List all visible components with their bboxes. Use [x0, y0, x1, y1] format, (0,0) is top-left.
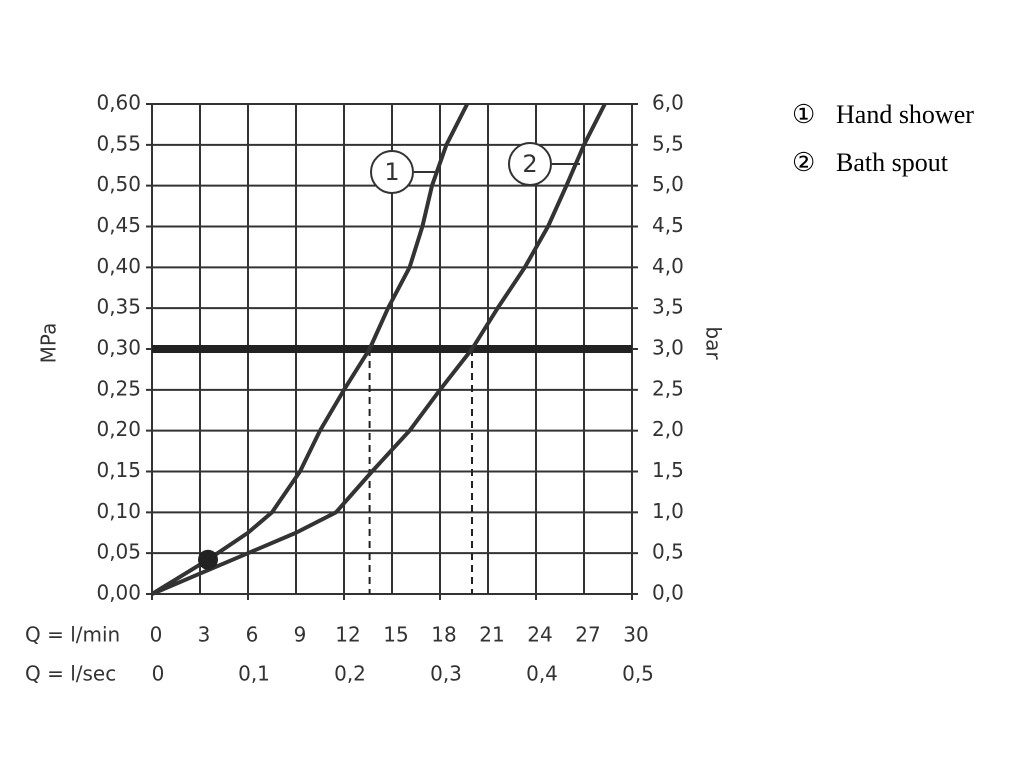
y-tick-label: 0,15 [96, 458, 141, 482]
callout-circle [370, 150, 414, 194]
x-tick-label: 30 [623, 623, 648, 647]
y-tick-label: 0,45 [96, 213, 141, 237]
operating-point [198, 549, 218, 570]
y-tick-label: 0,10 [96, 499, 141, 523]
y-tick-label: 0,40 [96, 254, 141, 278]
y-tick-label: 0,00 [96, 581, 141, 605]
x-tick-label: 18 [431, 623, 456, 647]
legend-label: Hand shower [836, 100, 974, 129]
y-tick-label: 0,35 [96, 295, 141, 319]
y2-tick-label: 1,0 [652, 499, 684, 523]
y-tick-label: 0,55 [96, 131, 141, 155]
y2-tick-label: 6,0 [652, 91, 684, 115]
series-line [150, 103, 469, 596]
y-axis-label: MPa [37, 323, 61, 364]
y2-tick-label: 2,0 [652, 417, 684, 441]
y-tick-label: 0,20 [96, 417, 141, 441]
y2-tick-label: 5,0 [652, 172, 684, 196]
y2-tick-label: 4,0 [652, 254, 684, 278]
y-tick-label: 0,30 [96, 336, 141, 360]
x-tick-label: 6 [246, 623, 259, 647]
x-tick-label: 27 [575, 623, 600, 647]
x-tick-label: 15 [383, 623, 408, 647]
y2-tick-label: 2,5 [652, 376, 684, 400]
y2-tick-label: 3,0 [652, 336, 684, 360]
y2-tick-label: 0,0 [652, 581, 684, 605]
x-tick-label: 24 [527, 623, 552, 647]
callout-label: 1 [384, 158, 399, 186]
series-line [151, 103, 607, 596]
y2-tick-label: 5,5 [652, 131, 684, 155]
y-tick-label: 0,60 [96, 91, 141, 115]
y2-axis-label: bar [702, 326, 726, 360]
x2-axis-label: Q = l/sec [25, 662, 116, 686]
y-tick-label: 0,50 [96, 172, 141, 196]
callout-label: 2 [522, 150, 537, 178]
x-tick-label: 12 [335, 623, 360, 647]
y2-tick-label: 3,5 [652, 295, 684, 319]
legend-label: Bath spout [836, 148, 949, 177]
x2-tick-label: 0,1 [238, 662, 270, 686]
x-tick-label: 3 [198, 623, 211, 647]
legend-marker: ② [792, 148, 815, 177]
x2-tick-label: 0,3 [430, 662, 462, 686]
x-tick-label: 21 [479, 623, 504, 647]
legend-marker: ① [792, 100, 815, 129]
y-tick-label: 0,05 [96, 540, 141, 564]
callout-circle [508, 142, 552, 186]
x2-tick-label: 0,4 [526, 662, 558, 686]
x-axis-label: Q = l/min [25, 623, 120, 647]
x2-tick-label: 0 [152, 662, 165, 686]
y2-tick-label: 0,5 [652, 540, 684, 564]
x-tick-label: 0 [150, 623, 163, 647]
x2-tick-label: 0,2 [334, 662, 366, 686]
y2-tick-label: 4,5 [652, 213, 684, 237]
y-tick-label: 0,25 [96, 376, 141, 400]
x2-tick-label: 0,5 [622, 662, 654, 686]
x-tick-label: 9 [294, 623, 307, 647]
y2-tick-label: 1,5 [652, 458, 684, 482]
